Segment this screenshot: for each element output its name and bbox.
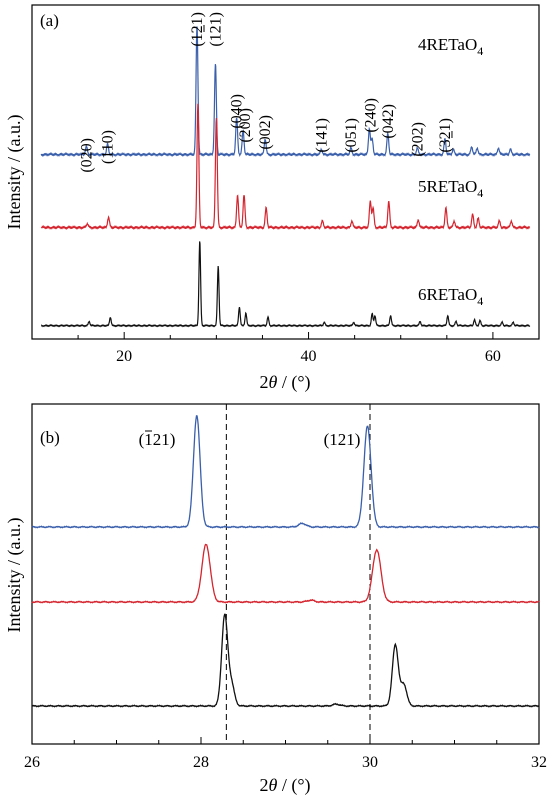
panel-a-x-ticks <box>77 332 540 339</box>
panel-b-x-axis-label: 2θ / (°) <box>259 775 310 796</box>
panel-a-x-tick-label: 40 <box>301 348 317 365</box>
panel-a-x-tick-labels: 20 40 60 <box>116 348 501 365</box>
series-line-2 <box>31 613 540 708</box>
panel-b: (b) 26 28 30 32 (121) (121) 2θ / (°) Intensi… <box>4 403 547 796</box>
peak-annotation: (051) <box>343 118 360 153</box>
panel-b-x-tick-label: 30 <box>362 754 378 771</box>
panel-b-reference-lines <box>225 404 371 744</box>
series-label-0: 4RETaO4 <box>418 35 483 58</box>
panel-a-x-tick-label: 20 <box>116 348 132 365</box>
series-line-1 <box>31 543 540 604</box>
panel-b-frame <box>31 403 540 745</box>
panel-b-label: (b) <box>40 428 60 447</box>
peak-annotation: (121) <box>139 430 176 449</box>
panel-b-x-tick-label: 32 <box>531 754 547 771</box>
peak-annotation: (002) <box>257 115 274 150</box>
panel-a-x-tick-label: 60 <box>485 348 501 365</box>
panel-a-series <box>40 26 531 328</box>
panel-a-peak-annotations: (020) (110) (121) (121) (040)(200) (002) (141)… <box>78 12 454 173</box>
panel-b-x-tick-label: 28 <box>193 754 209 771</box>
peak-annotation: (040) <box>229 94 246 129</box>
panel-b-y-axis-label: Intensity / (a.u.) <box>4 518 25 633</box>
peak-annotation: (240) <box>362 98 379 133</box>
panel-a-y-axis-label: Intensity / (a.u.) <box>4 115 25 230</box>
peak-annotation: (020) <box>78 138 95 173</box>
peak-annotation: (202) <box>409 122 426 157</box>
panel-a-frame <box>31 4 540 340</box>
panel-a-series-labels: 4RETaO4 5RETaO4 6RETaO4 <box>418 35 483 308</box>
panel-b-peak-annotations: (121) (121) <box>139 430 361 449</box>
panel-b-series <box>31 415 540 708</box>
peak-annotation: (121) <box>207 12 224 47</box>
peak-annotation: (042) <box>380 104 397 139</box>
series-line-1 <box>40 103 531 231</box>
series-line-2 <box>41 241 531 328</box>
panel-a: (a) 20 40 60 4RETaO4 5RETaO4 6RETaO4 (020) (1… <box>4 4 540 393</box>
series-line-0 <box>31 415 540 529</box>
panel-a-label: (a) <box>40 11 59 30</box>
peak-annotation: (110) <box>100 130 117 164</box>
peak-annotation: (321) <box>437 118 454 153</box>
series-line-0 <box>40 26 531 158</box>
panel-b-x-ticks <box>31 737 540 744</box>
peak-annotation: (141) <box>314 118 331 153</box>
series-label-1: 5RETaO4 <box>418 177 483 200</box>
series-label-2: 6RETaO4 <box>418 285 483 308</box>
peak-annotation: (200) <box>237 108 254 143</box>
panel-b-x-tick-label: 26 <box>24 754 40 771</box>
panel-a-x-axis-label: 2θ / (°) <box>259 372 310 393</box>
peak-annotation: (121) <box>189 12 206 47</box>
panel-b-x-tick-labels: 26 28 30 32 <box>24 754 547 771</box>
peak-annotation: (121) <box>324 430 361 449</box>
